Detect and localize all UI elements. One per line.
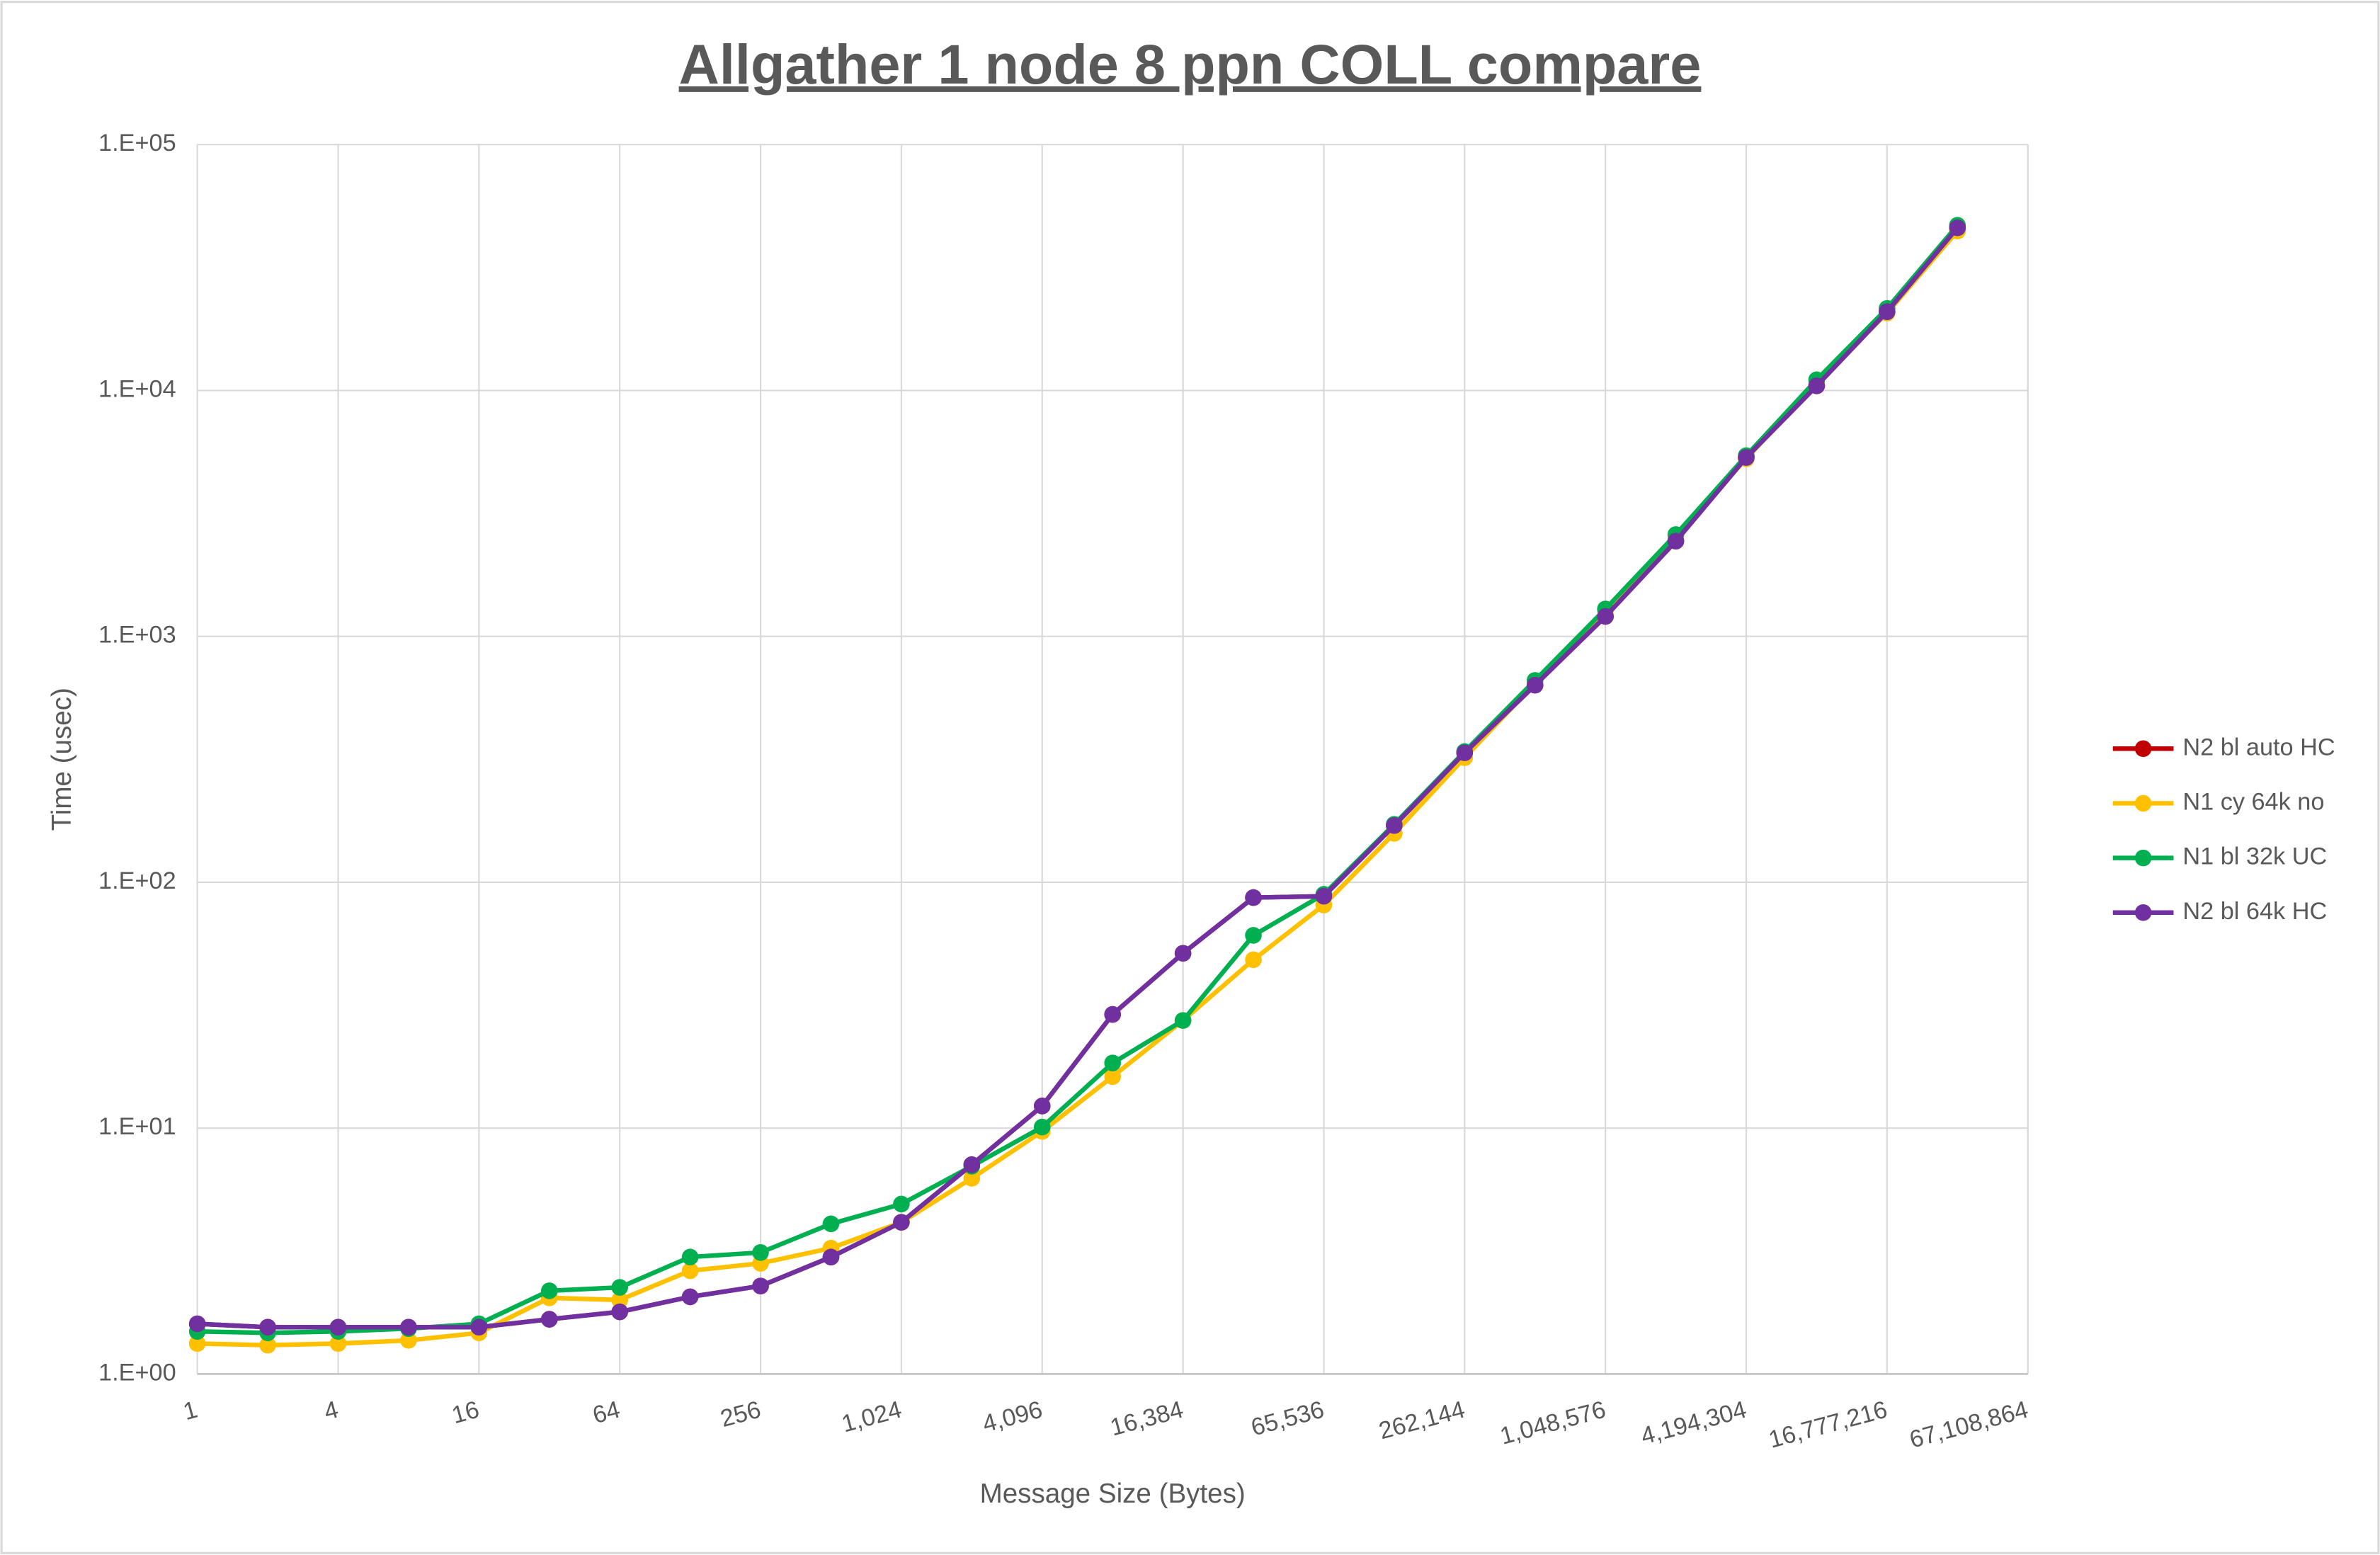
data-point [540,1282,558,1299]
data-point [1526,676,1544,694]
y-tick-label: 1.E+01 [98,1113,176,1140]
legend-marker [2134,904,2152,921]
data-point [681,1248,699,1266]
data-point [470,1318,488,1336]
data-point [329,1335,347,1352]
data-point [963,1170,981,1187]
x-tick-label: 64 [590,1396,623,1430]
data-point [1104,1054,1121,1071]
data-point [1245,951,1262,969]
legend-marker [2134,794,2152,812]
y-axis-title: Time (usec) [47,688,77,831]
data-point [1174,945,1192,962]
data-point [752,1244,769,1261]
data-point [259,1318,276,1336]
legend-label: N1 cy 64k no [2182,789,2324,816]
data-point [540,1311,558,1328]
data-point [1033,1118,1051,1136]
data-point [611,1279,628,1296]
y-tick-label: 1.E+04 [98,375,176,402]
data-point [400,1332,417,1349]
y-tick-label: 1.E+03 [98,622,176,649]
data-point [1033,1098,1051,1115]
y-tick-label: 1.E+05 [98,130,176,156]
legend-marker [2134,740,2152,758]
chart-title: Allgather 1 node 8 ppn COLL compare [679,33,1702,96]
y-tick-label: 1.E+00 [98,1359,176,1386]
legend-label: N2 bl 64k HC [2182,898,2327,925]
data-point [329,1318,347,1336]
x-tick-label: 16 [449,1396,482,1430]
data-point [259,1336,276,1354]
data-point [1597,608,1614,625]
data-point [1738,449,1755,466]
x-axis-title: Message Size (Bytes) [980,1479,1246,1509]
data-point [1879,303,1896,321]
data-point [893,1195,910,1213]
data-point [188,1315,206,1333]
data-point [188,1335,206,1352]
data-point [1174,1012,1192,1029]
data-point [752,1277,769,1294]
data-point [1667,532,1685,549]
data-point [1386,817,1403,834]
data-point [1315,887,1333,905]
data-point [1808,377,1826,394]
data-point [1245,927,1262,944]
data-point [611,1292,628,1309]
series-line [197,224,1959,1335]
data-point [681,1288,699,1306]
series-line [197,226,1959,1330]
data-point [400,1318,417,1336]
data-point [1456,744,1474,761]
legend-label: N2 bl auto HC [2182,734,2335,761]
y-tick-label: 1.E+02 [98,867,176,894]
data-point [1104,1068,1121,1086]
data-point [822,1248,840,1266]
legend-label: N1 bl 32k UC [2182,843,2327,870]
data-point [611,1303,628,1321]
data-point [1104,1006,1121,1023]
data-point [681,1262,699,1280]
data-point [822,1215,840,1233]
data-point [1245,889,1262,906]
data-point [1949,219,1966,237]
data-point [893,1214,910,1231]
data-point [963,1156,981,1173]
legend-marker [2134,849,2152,867]
